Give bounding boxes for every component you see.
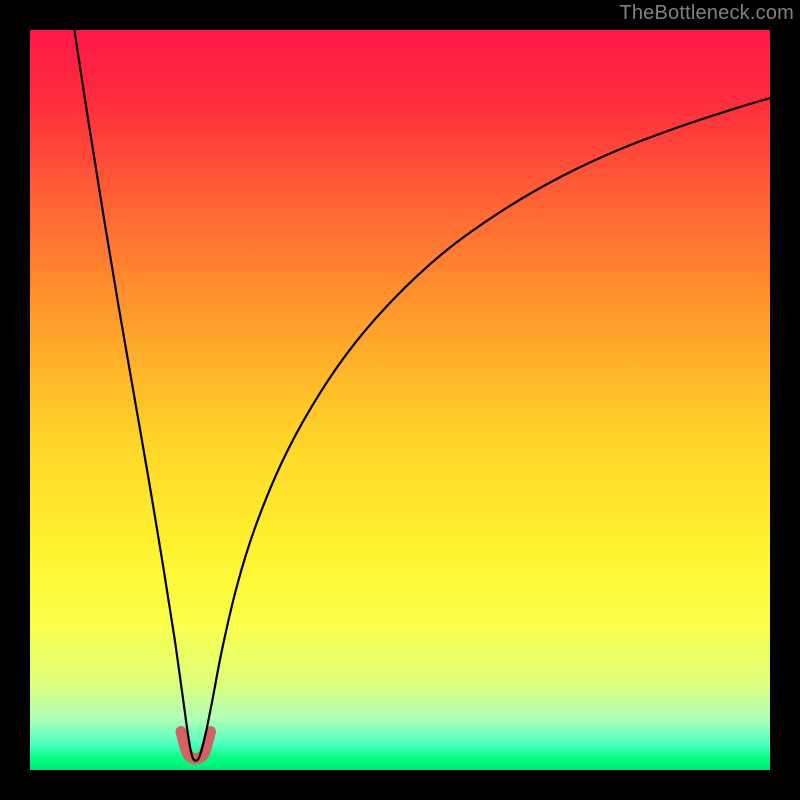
bottleneck-curve-chart <box>30 30 770 770</box>
chart-background <box>30 30 770 770</box>
watermark-text: TheBottleneck.com <box>619 2 794 25</box>
chart-plot-area <box>30 30 770 770</box>
